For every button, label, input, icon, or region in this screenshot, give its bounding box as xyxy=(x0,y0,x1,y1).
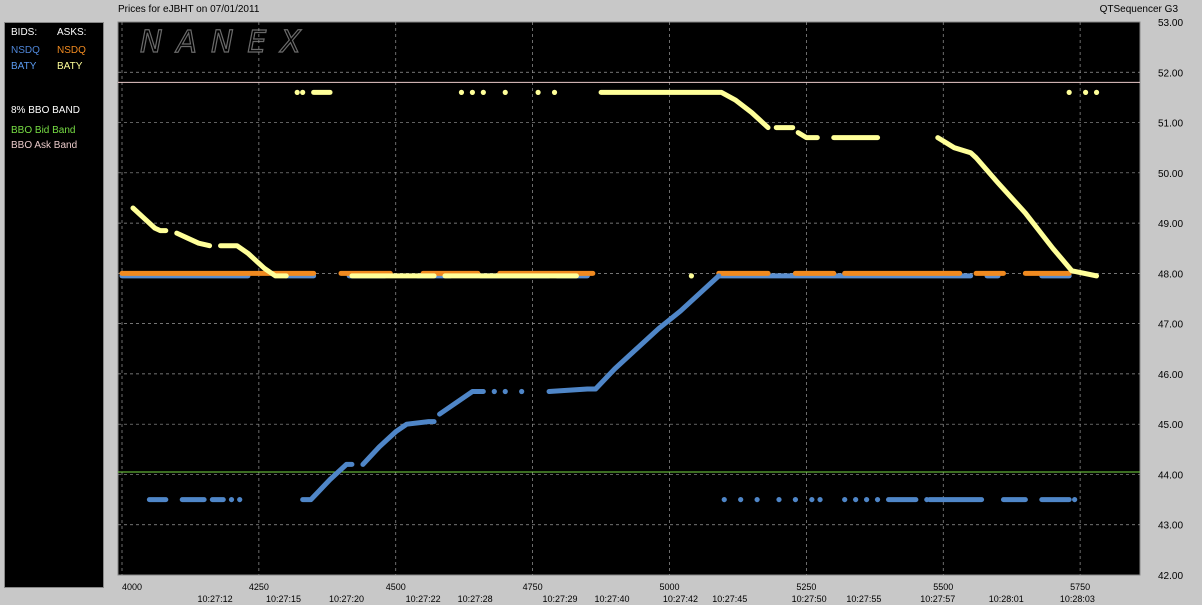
quote-point xyxy=(809,496,815,503)
quote-run xyxy=(174,230,213,249)
quote-run xyxy=(935,135,1100,279)
grid-layer xyxy=(118,22,1140,575)
quote-point xyxy=(924,496,930,503)
legend-ask-band: BBO Ask Band xyxy=(11,140,78,151)
quote-run xyxy=(598,89,771,131)
y-tick-label: 47.00 xyxy=(1158,320,1183,331)
chart-title: Prices for eJBHT on 07/01/2011 xyxy=(118,4,260,15)
x-time-tick-label: 10:27:50 xyxy=(792,594,827,604)
quote-point xyxy=(792,496,799,503)
quote-point xyxy=(817,496,823,503)
y-tick-label: 46.00 xyxy=(1158,370,1183,381)
legend-ask-nsdq: NSDQ xyxy=(57,45,86,56)
quote-point xyxy=(519,388,525,395)
quote-point xyxy=(754,496,760,503)
quote-point xyxy=(458,89,465,95)
x-seq-tick-label: 5000 xyxy=(659,582,679,592)
x-time-tick-label: 10:27:29 xyxy=(542,594,577,604)
quote-point xyxy=(469,89,475,95)
x-seq-tick-label: 4500 xyxy=(386,582,406,592)
y-tick-label: 42.00 xyxy=(1158,571,1183,582)
quote-point xyxy=(1083,89,1089,95)
x-time-tick-label: 10:27:15 xyxy=(266,594,301,604)
series-baty-bid xyxy=(146,273,1078,503)
x-time-tick-label: 10:27:20 xyxy=(329,594,364,604)
quote-point xyxy=(1072,496,1078,503)
x-time-tick-label: 10:27:28 xyxy=(458,594,493,604)
x-axis: 4000 4250 4500 4750 5000 5250 5500 5750 10:27:12… xyxy=(122,582,1095,604)
quote-point xyxy=(502,89,508,95)
x-seq-tick-label: 5750 xyxy=(1070,582,1090,592)
quote-run xyxy=(218,243,289,279)
y-axis: 53.00 52.00 51.00 50.00 49.00 48.00 47.00 46.00… xyxy=(1158,18,1183,582)
quote-point xyxy=(688,273,695,279)
y-tick-label: 45.00 xyxy=(1158,420,1183,431)
quote-point xyxy=(551,89,558,95)
x-seq-tick-label: 4000 xyxy=(122,582,142,592)
x-time-tick-label: 10:27:42 xyxy=(663,594,698,604)
quote-point xyxy=(738,496,744,503)
quote-run xyxy=(130,205,169,234)
series-baty-ask xyxy=(130,89,1100,279)
y-tick-label: 50.00 xyxy=(1158,169,1183,180)
quote-point xyxy=(491,388,497,395)
x-time-tick-label: 10:27:22 xyxy=(406,594,441,604)
quote-run xyxy=(437,389,486,417)
legend-bids-label: BIDS: xyxy=(11,27,38,38)
x-time-tick-label: 10:27:12 xyxy=(198,594,233,604)
band-layer xyxy=(118,81,1140,473)
watermark: NANEX xyxy=(140,25,315,60)
title-bar: Prices for eJBHT on 07/01/2011 QTSequenc… xyxy=(0,0,1202,22)
quote-run xyxy=(795,130,820,141)
quote-run xyxy=(360,419,437,467)
quote-point xyxy=(1066,89,1072,95)
series-layer xyxy=(119,89,1100,503)
legend-ask-baty: BATY xyxy=(57,61,83,72)
legend-asks-label: ASKS: xyxy=(57,27,87,38)
quote-point xyxy=(237,496,243,503)
quote-run xyxy=(546,273,722,395)
quote-point xyxy=(853,496,859,503)
x-time-tick-label: 10:27:55 xyxy=(846,594,881,604)
app-name: QTSequencer G3 xyxy=(1099,4,1178,15)
y-tick-label: 44.00 xyxy=(1158,470,1183,481)
quote-run xyxy=(300,461,355,503)
quote-point xyxy=(502,388,508,395)
x-seq-tick-label: 5250 xyxy=(796,582,816,592)
legend-bid-nsdq: NSDQ xyxy=(11,45,40,56)
plot-area xyxy=(117,21,1141,576)
quote-point xyxy=(300,89,306,95)
quote-point xyxy=(535,89,541,95)
quote-point xyxy=(842,496,848,503)
legend-bid-baty: BATY xyxy=(11,61,37,72)
x-seq-tick-label: 4250 xyxy=(249,582,269,592)
y-tick-label: 49.00 xyxy=(1158,219,1183,230)
quote-point xyxy=(874,496,881,503)
legend-panel: BIDS: ASKS: NSDQ NSDQ BATY BATY 8% BBO B… xyxy=(4,22,104,588)
x-time-tick-label: 10:28:03 xyxy=(1060,594,1095,604)
x-time-tick-label: 10:27:45 xyxy=(712,594,747,604)
quote-point xyxy=(294,89,300,95)
quote-point xyxy=(480,89,486,95)
legend-band-title: 8% BBO BAND xyxy=(11,105,80,116)
x-time-tick-label: 10:27:57 xyxy=(920,594,955,604)
x-time-tick-label: 10:27:40 xyxy=(594,594,629,604)
x-seq-tick-label: 4750 xyxy=(523,582,543,592)
y-tick-label: 53.00 xyxy=(1158,18,1183,29)
y-tick-label: 51.00 xyxy=(1158,119,1183,130)
quote-point xyxy=(776,496,782,503)
quote-point xyxy=(864,496,870,503)
x-time-tick-label: 10:28:01 xyxy=(989,594,1024,604)
legend-bid-band: BBO Bid Band xyxy=(11,125,76,136)
y-tick-label: 48.00 xyxy=(1158,269,1183,280)
y-tick-label: 43.00 xyxy=(1158,521,1183,532)
y-tick-label: 52.00 xyxy=(1158,68,1183,79)
quote-point xyxy=(721,496,727,503)
quote-point xyxy=(228,496,235,503)
quote-point xyxy=(1093,89,1100,95)
x-seq-tick-label: 5500 xyxy=(933,582,953,592)
